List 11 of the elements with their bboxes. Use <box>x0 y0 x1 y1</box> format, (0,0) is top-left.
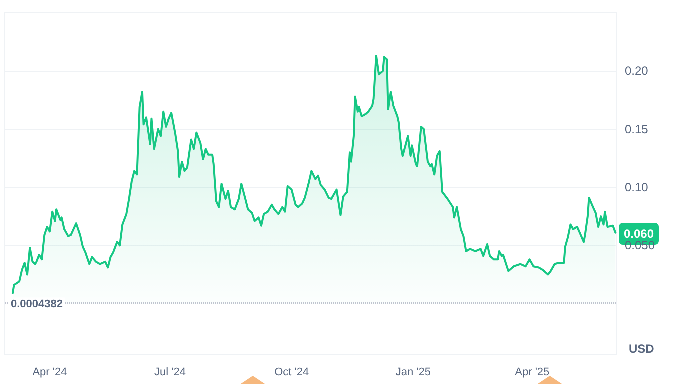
x-tick-label: Jan '25 <box>396 366 432 378</box>
ref-line-label: 0.0004382 <box>11 298 63 310</box>
y-tick-label: 0.10 <box>625 180 649 194</box>
x-tick-label: Apr '24 <box>32 366 68 378</box>
annotation: 0.060 <box>624 227 654 242</box>
y-tick-label: 0.20 <box>625 64 649 78</box>
y-axis-title: USD <box>629 342 655 356</box>
x-tick-label: Jul '24 <box>154 366 186 378</box>
x-tick-label: Oct '24 <box>274 366 310 378</box>
y-tick-label: 0.15 <box>625 122 649 136</box>
x-tick-label: Apr '25 <box>515 366 550 378</box>
